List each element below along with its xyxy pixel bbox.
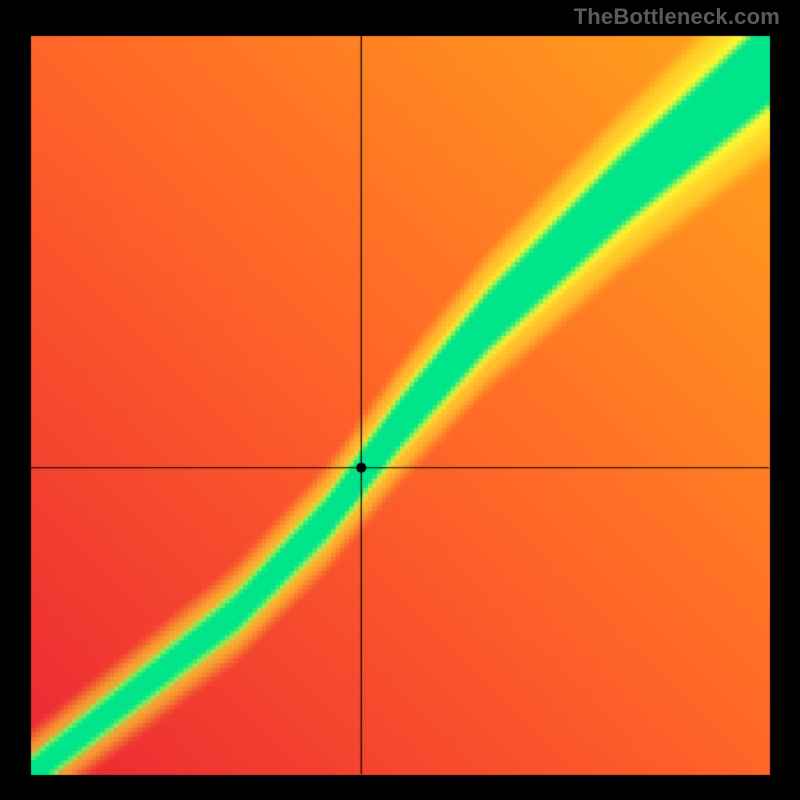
heatmap-canvas: [0, 0, 800, 800]
chart-container: TheBottleneck.com: [0, 0, 800, 800]
attribution-label: TheBottleneck.com: [574, 4, 780, 30]
